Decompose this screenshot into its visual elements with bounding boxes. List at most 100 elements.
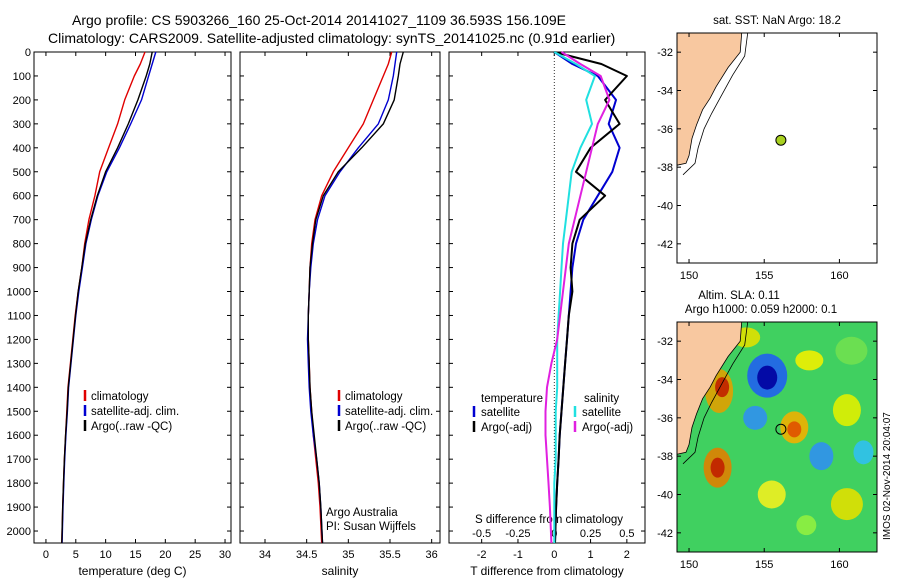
legend-label: climatology	[345, 391, 403, 403]
sla-anomaly	[835, 336, 868, 365]
x-tick-label: 25	[189, 549, 201, 561]
map-title: Altim. SLA: 0.11	[698, 290, 780, 302]
y-tick-label: 1400	[7, 382, 31, 394]
sla-anomaly	[832, 394, 861, 427]
sla-anomaly	[743, 405, 768, 430]
y-tick-label: 600	[13, 191, 31, 203]
legend-label: Argo(-adj)	[481, 422, 532, 434]
legend-label: satellite	[481, 407, 520, 419]
series-line-s-satellite	[553, 51, 596, 543]
y-tick-label: 1500	[7, 406, 31, 418]
series-line-climatology	[307, 51, 393, 544]
series-line-satellite-adj-clim-	[306, 51, 398, 544]
legend-label: Argo(..raw -QC)	[91, 421, 172, 433]
y-tick-label: 2000	[7, 526, 31, 538]
map-lat-label: -38	[657, 162, 673, 174]
map-lon-label: 155	[755, 270, 773, 282]
x-tick-label: 15	[129, 549, 141, 561]
legend-label: Argo(..raw -QC)	[345, 421, 426, 433]
y-tick-label: 700	[13, 215, 31, 227]
s-tick-label: 0.5	[619, 528, 634, 540]
y-tick-label: 300	[13, 119, 31, 131]
sst-map: -32 -34 -36 -38 -40 -42 150 155 160 sat. SST: NaN…	[657, 15, 878, 282]
salinity-axes-box	[239, 51, 441, 544]
map-lat-label: -36	[657, 413, 673, 425]
sla-anomaly	[710, 457, 725, 478]
sla-map-frame	[676, 321, 878, 553]
x-tick-label: 30	[219, 549, 231, 561]
y-tick-label: 400	[13, 143, 31, 155]
x-tick-label: 10	[100, 549, 112, 561]
shelf-contour	[682, 32, 749, 176]
y-tick-label: 800	[13, 239, 31, 251]
salinity-panel: 34 34.5 35 35.5 36 salinity climatology satelli…	[239, 51, 441, 578]
x-tick-label: 34.5	[296, 549, 317, 561]
x-tick-label: 5	[73, 549, 79, 561]
x-axis-label: T difference from climatology	[470, 564, 624, 578]
s-tick-label: -0.5	[472, 528, 491, 540]
map-lat-label: -34	[657, 86, 673, 98]
series-line-climatology	[61, 51, 146, 544]
x-tick-label: -1	[513, 549, 523, 561]
y-tick-label: 500	[13, 167, 31, 179]
x-tick-label: 0	[43, 549, 49, 561]
y-tick-label: 1100	[7, 310, 31, 322]
legend-label: climatology	[91, 391, 149, 403]
argo-annotation: Argo Australia	[326, 507, 398, 519]
map-title: Argo h1000: 0.059 h2000: 0.1	[685, 304, 837, 316]
x-axis-label: temperature (deg C)	[78, 564, 186, 578]
legend-title-salinity: salinity	[584, 393, 619, 405]
x-tick-label: 35.5	[379, 549, 400, 561]
sla-anomaly	[809, 442, 834, 471]
legend-label: satellite-adj. clim.	[91, 406, 179, 418]
map-lat-label: -40	[657, 490, 673, 502]
argo-annotation: PI: Susan Wijffels	[326, 521, 416, 533]
x-tick-label: 20	[159, 549, 171, 561]
header-line-1: Argo profile: CS 5903266_160 25-Oct-2014…	[72, 12, 567, 28]
series-line-t-argo-adj-	[554, 51, 628, 544]
sla-anomaly	[853, 440, 874, 465]
y-tick-label: 1200	[7, 334, 31, 346]
float-position-marker	[775, 423, 787, 435]
legend-label: satellite	[582, 407, 621, 419]
series-line-satellite-adj-clim-	[61, 51, 157, 544]
x-tick-label: 36	[426, 549, 438, 561]
header-line-2: Climatology: CARS2009. Satellite-adjuste…	[48, 30, 616, 46]
map-lat-label: -42	[657, 528, 673, 540]
land-mass	[676, 321, 743, 455]
map-title: sat. SST: NaN Argo: 18.2	[713, 15, 841, 27]
y-tick-label: 200	[13, 95, 31, 107]
y-tick-label: 1000	[7, 287, 31, 299]
map-lat-label: -36	[657, 124, 673, 136]
map-lat-label: -34	[657, 375, 673, 387]
difference-axes-box	[448, 51, 646, 544]
imos-timestamp: IMOS 02-Nov-2014 20:04:07	[882, 412, 893, 540]
sla-anomaly	[796, 515, 817, 536]
map-lat-label: -40	[657, 201, 673, 213]
sla-anomaly	[757, 365, 778, 390]
y-tick-label: 1600	[7, 430, 31, 442]
sla-anomaly	[795, 350, 824, 371]
x-tick-label: 1	[587, 549, 593, 561]
sst-map-frame	[676, 32, 878, 264]
y-tick-label: 100	[13, 71, 31, 83]
series-line-s-argo-adj-	[544, 51, 611, 544]
map-lat-label: -32	[657, 336, 673, 348]
y-tick-label: 1700	[7, 454, 31, 466]
x-axis-label: salinity	[322, 564, 359, 578]
y-tick-label: 0	[25, 47, 31, 59]
float-position-marker	[775, 134, 787, 146]
x-tick-label: 35	[342, 549, 354, 561]
map-lon-label: 155	[755, 559, 773, 571]
s-tick-label: 0.25	[580, 528, 601, 540]
x-tick-label: 34	[259, 549, 271, 561]
y-tick-label: 900	[13, 263, 31, 275]
x-tick-label: 0	[551, 549, 557, 561]
legend-label: satellite-adj. clim.	[345, 406, 433, 418]
land-mass	[676, 32, 743, 166]
temperature-axes-box	[33, 51, 232, 544]
x-tick-label: -2	[477, 549, 487, 561]
sla-anomaly	[830, 488, 863, 521]
map-lon-label: 150	[680, 270, 698, 282]
